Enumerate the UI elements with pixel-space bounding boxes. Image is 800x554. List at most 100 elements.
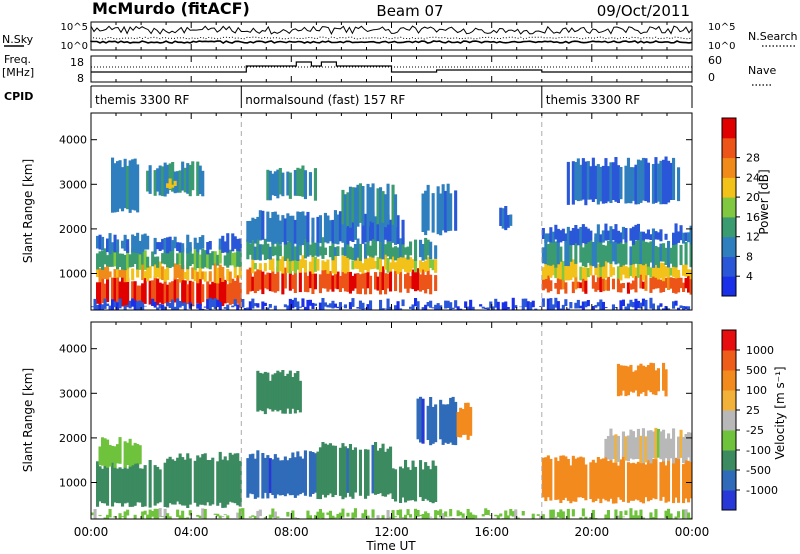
velocity-cell — [168, 456, 172, 504]
velocity-cell — [616, 465, 620, 498]
power-cell — [226, 233, 230, 253]
velocity-cell — [326, 512, 330, 515]
power-cell — [148, 165, 152, 194]
power-cell — [268, 170, 272, 201]
power-cell — [298, 168, 302, 197]
power-cell — [103, 283, 107, 305]
power-cell — [236, 275, 240, 304]
y-tick-label: 2000 — [59, 223, 87, 236]
power-cell — [366, 239, 370, 256]
velocity-cell — [384, 451, 388, 497]
power-cell — [444, 190, 448, 233]
power-cell — [584, 240, 588, 267]
velocity-cell — [589, 462, 593, 499]
power-cell — [143, 233, 147, 250]
velocity-cell — [549, 458, 553, 501]
power-cell — [501, 302, 505, 310]
power-cell — [581, 276, 585, 292]
power-cell — [406, 246, 410, 260]
power-cell — [206, 299, 210, 309]
power-cell — [316, 258, 320, 271]
power-cell — [278, 220, 282, 245]
velocity-patch — [604, 427, 692, 464]
power-cell — [579, 164, 583, 201]
velocity-cell — [684, 434, 688, 461]
power-cell — [654, 277, 658, 289]
power-cell — [168, 246, 172, 268]
power-patch — [499, 206, 513, 231]
velocity-cell — [611, 435, 615, 460]
velocity-cell — [211, 457, 215, 505]
power-cell — [318, 302, 322, 310]
power-cell — [273, 305, 277, 310]
power-cell — [546, 298, 550, 310]
velocity-cell — [561, 455, 565, 501]
power-cell — [534, 308, 538, 310]
power-cell — [689, 243, 692, 268]
velocity-cell — [291, 510, 295, 519]
noise-dotted-trace — [90, 36, 693, 40]
power-cell — [168, 302, 172, 308]
velocity-cell — [296, 371, 300, 410]
power-cell — [158, 282, 162, 303]
power-cell — [604, 279, 608, 291]
power-cell — [369, 275, 373, 295]
velocity-cell — [261, 453, 265, 499]
velocity-cell — [276, 370, 280, 412]
power-cell — [353, 256, 357, 269]
velocity-cell — [439, 399, 443, 440]
power-cell — [258, 263, 262, 271]
colorbar-cell — [722, 118, 736, 139]
power-cell — [321, 260, 325, 271]
velocity-cell — [248, 516, 252, 518]
power-cell — [113, 234, 117, 253]
velocity-cell — [103, 464, 107, 504]
power-cell — [146, 170, 150, 192]
colorbar-tick-label: 16 — [746, 211, 760, 224]
power-cell — [343, 237, 347, 256]
power-cell — [208, 284, 212, 303]
power-cell — [649, 277, 653, 293]
velocity-cell — [391, 468, 395, 499]
power-cell — [646, 162, 650, 203]
power-cell — [401, 237, 405, 258]
power-cell — [594, 233, 598, 244]
velocity-cell — [434, 510, 438, 519]
power-cell — [301, 211, 305, 246]
velocity-cell — [616, 515, 620, 519]
power-cell — [331, 275, 335, 292]
power-cell — [108, 305, 112, 310]
velocity-cell — [138, 445, 142, 465]
power-cell — [298, 259, 302, 273]
power-cell — [111, 299, 115, 310]
power-cell — [409, 276, 413, 289]
power-cell — [429, 274, 433, 295]
power-cell — [379, 299, 383, 310]
velocity-cell — [559, 455, 563, 503]
power-cell — [223, 255, 227, 266]
power-cell — [629, 167, 633, 204]
velocity-cell — [371, 509, 375, 518]
velocity-cell — [649, 512, 653, 519]
power-cell — [256, 216, 260, 240]
power-cell — [649, 234, 653, 240]
power-cell — [118, 298, 122, 309]
power-cell — [273, 273, 277, 293]
power-cell — [306, 211, 310, 243]
power-cell — [218, 302, 222, 310]
power-cell — [672, 259, 676, 277]
velocity-cell — [301, 458, 305, 493]
power-cell — [506, 307, 510, 310]
power-cell — [101, 276, 105, 304]
power-cell — [379, 215, 383, 243]
velocity-cell — [386, 448, 390, 495]
velocity-cell — [664, 438, 668, 459]
velocity-cell — [166, 458, 170, 508]
power-cell — [421, 193, 425, 232]
power-cell — [196, 274, 200, 304]
velocity-cell — [614, 462, 618, 504]
velocity-cell — [629, 463, 633, 501]
power-cell — [619, 232, 623, 243]
velocity-cell — [429, 469, 433, 503]
velocity-cell — [591, 509, 595, 519]
